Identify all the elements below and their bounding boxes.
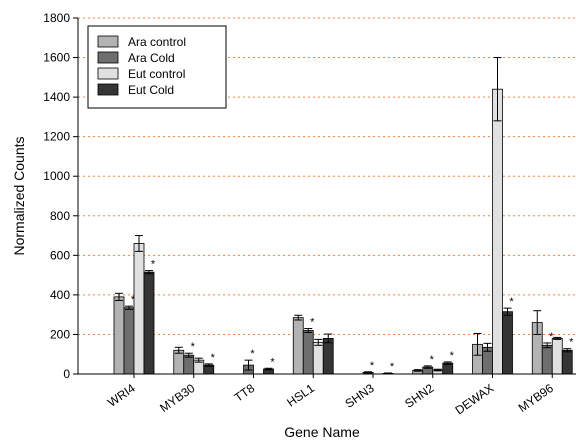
legend-label: Eut Cold xyxy=(128,83,174,97)
bar xyxy=(133,243,145,375)
bar xyxy=(502,311,513,375)
bars: * * * * * * * * * * * * * * xyxy=(113,57,574,375)
y-tick-label: 800 xyxy=(50,209,70,223)
significance-marker: * xyxy=(370,360,375,372)
y-tick-label: 1800 xyxy=(43,11,70,25)
significance-marker: * xyxy=(430,354,435,366)
legend-swatch xyxy=(97,51,119,64)
significance-marker: * xyxy=(549,331,554,343)
significance-marker: * xyxy=(211,352,216,364)
legend-label: Ara Cold xyxy=(128,51,175,65)
legend-swatch xyxy=(97,83,119,96)
significance-marker: * xyxy=(450,350,455,362)
y-tick-label: 400 xyxy=(50,288,70,302)
bar xyxy=(183,354,195,375)
significance-marker: * xyxy=(569,337,574,349)
legend-label: Ara control xyxy=(128,35,186,49)
bar xyxy=(292,317,304,375)
y-tick-label: 600 xyxy=(50,248,70,262)
bar xyxy=(312,341,324,375)
significance-marker: * xyxy=(390,361,395,373)
y-tick-label: 1200 xyxy=(43,130,70,144)
legend-label: Eut control xyxy=(128,67,185,81)
bar xyxy=(143,271,155,375)
y-tick-label: 1000 xyxy=(43,169,70,183)
legend-swatch xyxy=(97,35,119,48)
significance-marker: * xyxy=(131,294,136,306)
bar xyxy=(113,296,125,375)
significance-marker: * xyxy=(509,296,514,308)
bar xyxy=(173,349,185,375)
y-tick-label: 1400 xyxy=(43,90,70,104)
significance-marker: * xyxy=(310,317,315,329)
bar xyxy=(551,337,563,375)
significance-marker: * xyxy=(191,341,196,353)
significance-marker: * xyxy=(151,259,156,271)
y-tick-label: 0 xyxy=(63,367,70,381)
y-tick-label: 200 xyxy=(50,327,70,341)
x-axis-title: Gene Name xyxy=(284,424,360,440)
y-tick-label: 1600 xyxy=(43,51,70,65)
bar xyxy=(322,337,334,375)
bar xyxy=(123,307,135,375)
significance-marker: * xyxy=(270,356,275,368)
bar xyxy=(492,88,503,375)
bar xyxy=(302,330,314,375)
y-axis-title: Normalized Counts xyxy=(11,136,27,255)
bar xyxy=(561,349,573,375)
legend: Ara control Ara Cold Eut control Eut Cold xyxy=(87,25,227,109)
bar xyxy=(541,344,553,375)
legend-swatch xyxy=(97,67,119,80)
significance-marker: * xyxy=(250,348,255,360)
